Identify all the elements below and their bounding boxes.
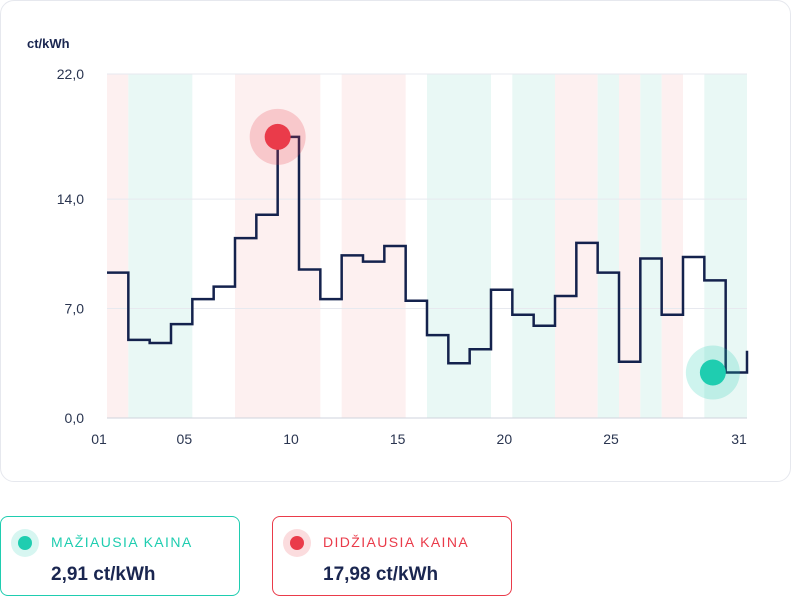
price-series-line	[107, 135, 749, 374]
min-price-marker[interactable]	[685, 345, 740, 400]
price-chart: 22,0 14,0 7,0 0,0 01 05 10 15 20 25 31 ct/kWh	[27, 36, 749, 447]
min-dot-icon	[18, 536, 32, 550]
min-price-card: MAŽIAUSIA KAINA 2,91 ct/kWh	[0, 516, 240, 596]
y-tick-label: 14,0	[57, 191, 84, 207]
x-tick-label: 15	[390, 431, 406, 447]
band-low-9	[640, 74, 662, 418]
max-dot-icon	[290, 536, 304, 550]
x-tick-label: 10	[283, 431, 299, 447]
min-price-value: 2,91 ct/kWh	[51, 564, 156, 585]
band-low-5	[512, 74, 555, 418]
band-high-10	[661, 74, 683, 418]
max-price-indicator	[283, 529, 311, 557]
band-low-4	[427, 74, 491, 418]
x-axis-ticks: 01 05 10 15 20 25 31	[91, 431, 747, 447]
max-price-value: 17,98 ct/kWh	[323, 564, 439, 585]
y-tick-label: 22,0	[57, 66, 84, 82]
band-low-7	[597, 74, 619, 418]
max-price-marker[interactable]	[249, 108, 306, 165]
max-price-point[interactable]	[264, 123, 291, 150]
x-tick-label: 25	[603, 431, 619, 447]
min-price-label: MAŽIAUSIA KAINA	[51, 534, 193, 550]
min-price-indicator	[11, 529, 39, 557]
band-low-1	[128, 74, 193, 418]
x-tick-label: 05	[177, 431, 193, 447]
band-high-8	[619, 74, 641, 418]
x-tick-label: 31	[731, 431, 747, 447]
x-tick-label: 20	[497, 431, 513, 447]
max-price-label: DIDŽIAUSIA KAINA	[323, 534, 470, 550]
min-price-point[interactable]	[699, 359, 726, 386]
max-price-card: DIDŽIAUSIA KAINA 17,98 ct/kWh	[272, 516, 512, 596]
y-tick-label: 0,0	[65, 410, 85, 426]
y-axis-ticks: 22,0 14,0 7,0 0,0	[57, 66, 84, 426]
band-high-0	[107, 74, 129, 418]
y-axis-unit-label: ct/kWh	[27, 36, 70, 51]
x-tick-label: 01	[91, 431, 107, 447]
price-bands	[107, 74, 747, 418]
y-tick-label: 7,0	[65, 301, 85, 317]
